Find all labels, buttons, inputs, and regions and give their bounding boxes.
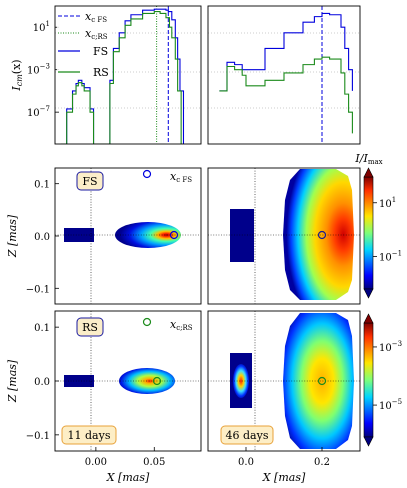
- y-axis-label: Z [mas]: [6, 359, 19, 403]
- y-tick-label: 0.0: [34, 377, 50, 388]
- legend-marker-icon: [142, 317, 152, 327]
- legend-marker-icon: [142, 169, 152, 179]
- colorbar-ticks: 10−3 10−5: [373, 340, 402, 412]
- crosshair: [55, 311, 201, 451]
- marker-label: xc FS: [170, 170, 192, 184]
- time-label: 11 days: [68, 429, 111, 442]
- time-label-box: 46 days: [220, 425, 274, 445]
- y-tick-label: 0.1: [34, 180, 50, 191]
- heatmap-blob-jet: [115, 222, 181, 248]
- y-axis-label: Z [mas]: [6, 214, 19, 258]
- series-line-rs: [219, 56, 353, 134]
- y-ticks: 0.1 0.0 −0.1: [26, 323, 59, 442]
- crosshair: [208, 311, 360, 451]
- panel-bottom-left: RS xc;RS 11 days 0.1 0.0 −0.1 0.00 0.05 Z […: [6, 310, 202, 484]
- legend-label: xc FS: [85, 10, 107, 24]
- label-box-fs: FS: [76, 171, 104, 191]
- x-tick-label: 0.00: [85, 457, 107, 468]
- x-tick-label: 0.2: [314, 457, 330, 468]
- y-ticks: 0.1 0.0 −0.1: [26, 180, 59, 295]
- label-text: FS: [82, 175, 97, 188]
- heatmap-blob-counterjet-core: [233, 364, 249, 398]
- x-axis-label: X [mas]: [106, 471, 150, 484]
- panel-top-left: 101 10−3 10−7 Icm(x) xc FS xc;RS FS RS: [10, 5, 202, 145]
- legend-item-rs: RS: [58, 66, 109, 79]
- peak-marker: [152, 376, 162, 386]
- x-tick-label: 0.0: [238, 457, 254, 468]
- series-line-fs: [219, 12, 353, 92]
- y-tick-label: 0.1: [34, 323, 50, 334]
- y-tick-label: 101: [33, 20, 50, 34]
- x-ticks: 0.0 0.2: [238, 447, 330, 468]
- peak-marker: [317, 376, 327, 386]
- y-tick-label: 0.0: [34, 232, 50, 243]
- time-label-box: 11 days: [61, 425, 117, 445]
- y-tick-label: −0.1: [26, 284, 50, 295]
- colorbar-tick-label: 10−3: [379, 340, 402, 354]
- panel-bottom-right: 46 days 0.0 0.2 X [mas]: [207, 310, 361, 484]
- legend-label: FS: [93, 45, 108, 58]
- y-tick-label: 10−7: [27, 105, 50, 119]
- label-box-rs: RS: [76, 317, 104, 337]
- axes-frame: [207, 5, 361, 145]
- time-label: 46 days: [226, 429, 269, 442]
- crosshair: [208, 168, 360, 304]
- axes-frame: [54, 5, 202, 145]
- axes-frame: [207, 310, 361, 452]
- panel-middle-left: FS xc FS 0.1 0.0 −0.1 Z [mas]: [6, 167, 202, 305]
- y-axis-label: Icm(x): [10, 59, 24, 91]
- legend-label: RS: [93, 66, 109, 79]
- colorbar-tick-label: 101: [379, 196, 396, 210]
- colorbar-tick-label: 10−1: [379, 250, 402, 264]
- x-ticks: 0.00 0.05: [85, 447, 165, 468]
- series-line-rs: [60, 11, 182, 144]
- colorbar-label: I/Imax: [354, 152, 382, 166]
- y-tick-label: −0.1: [26, 431, 50, 442]
- heatmap-blob-counterjet: [230, 209, 254, 262]
- legend-item-xc-fs: xc FS: [58, 10, 107, 24]
- peak-marker: [169, 230, 179, 240]
- axes-frame: [207, 167, 361, 305]
- marker-label: xc;RS: [170, 318, 193, 332]
- legend-item-xc-rs: xc;RS: [58, 27, 108, 41]
- peak-marker: [317, 230, 327, 240]
- crosshair: [55, 168, 201, 304]
- panel-middle-right: [207, 167, 361, 305]
- y-tick-label: 10−3: [27, 63, 50, 77]
- panel-top-right: [207, 5, 361, 145]
- colorbar-ticks: 101 10−1: [373, 196, 402, 264]
- y-ticks: 101 10−3 10−7: [27, 20, 59, 119]
- legend-item-fs: FS: [58, 45, 108, 58]
- colorbar-tick-label: 10−5: [379, 398, 402, 412]
- legend-label: xc;RS: [85, 27, 108, 41]
- x-axis-label: X [mas]: [262, 471, 306, 484]
- legend: xc FS xc;RS FS RS: [57, 9, 111, 79]
- x-tick-label: 0.05: [143, 457, 165, 468]
- colorbar-fs: 101 10−1 I/Imax: [354, 152, 402, 299]
- colorbar-rs: 10−3 10−5: [363, 313, 402, 447]
- label-text: RS: [82, 321, 98, 334]
